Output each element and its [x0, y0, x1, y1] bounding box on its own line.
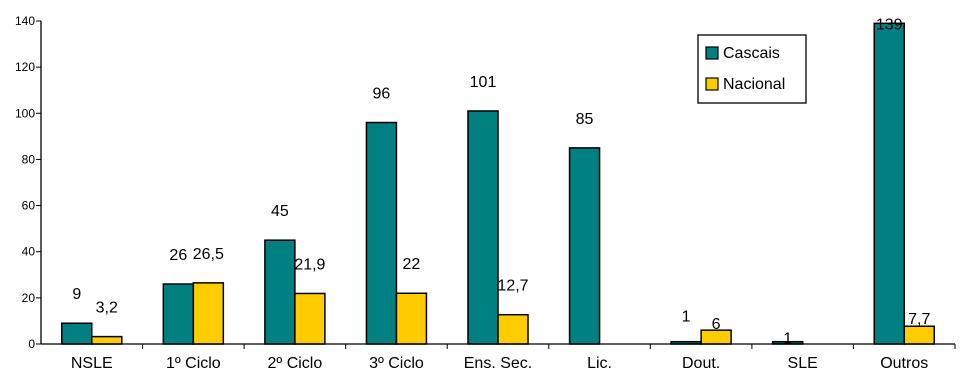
- x-tick-label: 1º Ciclo: [166, 355, 221, 372]
- legend: Cascais Nacional: [697, 34, 807, 104]
- data-label-cascais: 9: [72, 286, 81, 303]
- bar-nacional: [497, 313, 529, 345]
- data-labels: 9 3,2 26 26,5 45 21,9 96 22 101 12,7 85 1 6 1 139 7,7: [72, 16, 930, 347]
- data-label-cascais: 45: [271, 203, 289, 220]
- bar-nacional: [395, 292, 428, 345]
- bar-cascais: [264, 239, 296, 345]
- x-tick-label: 2º Ciclo: [268, 355, 323, 372]
- x-tick-label: NSLE: [71, 355, 113, 372]
- y-tick-label: 40: [22, 245, 36, 259]
- legend-label-cascais: Cascais: [723, 45, 780, 62]
- legend-swatch-cascais: [705, 46, 719, 60]
- legend-label-nacional: Nacional: [723, 76, 785, 93]
- y-tick-label: 20: [22, 291, 36, 305]
- data-label-nacional: 26,5: [193, 246, 224, 263]
- legend-box: [697, 34, 807, 104]
- x-tick-label: Lic.: [587, 355, 612, 372]
- y-tick-label: 0: [28, 337, 35, 351]
- bar-cascais: [873, 22, 905, 345]
- data-label-cascais: 1: [682, 309, 691, 326]
- bar-series: [61, 22, 935, 345]
- data-label-nacional: 21,9: [294, 256, 325, 273]
- x-tick-label: Outros: [880, 355, 928, 372]
- bar-cascais: [467, 110, 499, 345]
- bar-cascais: [61, 322, 93, 345]
- data-label-cascais: 26: [169, 247, 187, 264]
- data-label-cascais: 85: [576, 111, 594, 128]
- y-tick-label: 120: [15, 60, 35, 74]
- data-label-nacional: 12,7: [497, 278, 528, 295]
- y-axis: 0 20 40 60 80 100 120 140: [15, 14, 42, 351]
- data-label-nacional: 3,2: [96, 300, 118, 317]
- x-tick-label: 3º Ciclo: [369, 355, 424, 372]
- data-label-cascais: 96: [373, 86, 391, 103]
- x-tick-label: Ens. Sec.: [464, 355, 532, 372]
- y-tick-label: 80: [22, 152, 36, 166]
- data-label-cascais: 101: [470, 74, 497, 91]
- bar-cascais: [365, 121, 398, 345]
- bar-nacional: [91, 335, 123, 345]
- x-axis: NSLE 1º Ciclo 2º Ciclo 3º Ciclo Ens. Sec. Lic…: [41, 343, 956, 372]
- bar-nacional: [294, 292, 326, 345]
- legend-swatch-nacional: [705, 77, 719, 91]
- data-label-nacional: 6: [712, 316, 721, 333]
- y-tick-label: 140: [15, 14, 35, 28]
- data-label-nacional: 22: [403, 256, 421, 273]
- data-label-cascais: 1: [783, 331, 792, 348]
- bar-nacional: [192, 282, 225, 345]
- bar-cascais: [568, 147, 601, 345]
- bar-cascais: [162, 283, 195, 345]
- bar-nacional: [903, 325, 935, 345]
- y-tick-label: 100: [15, 106, 35, 120]
- x-tick-label: Dout.: [682, 355, 720, 372]
- data-label-nacional: 7,7: [908, 311, 930, 328]
- x-tick-label: SLE: [788, 355, 818, 372]
- data-label-cascais: 139: [876, 16, 903, 33]
- y-tick-label: 60: [22, 199, 36, 213]
